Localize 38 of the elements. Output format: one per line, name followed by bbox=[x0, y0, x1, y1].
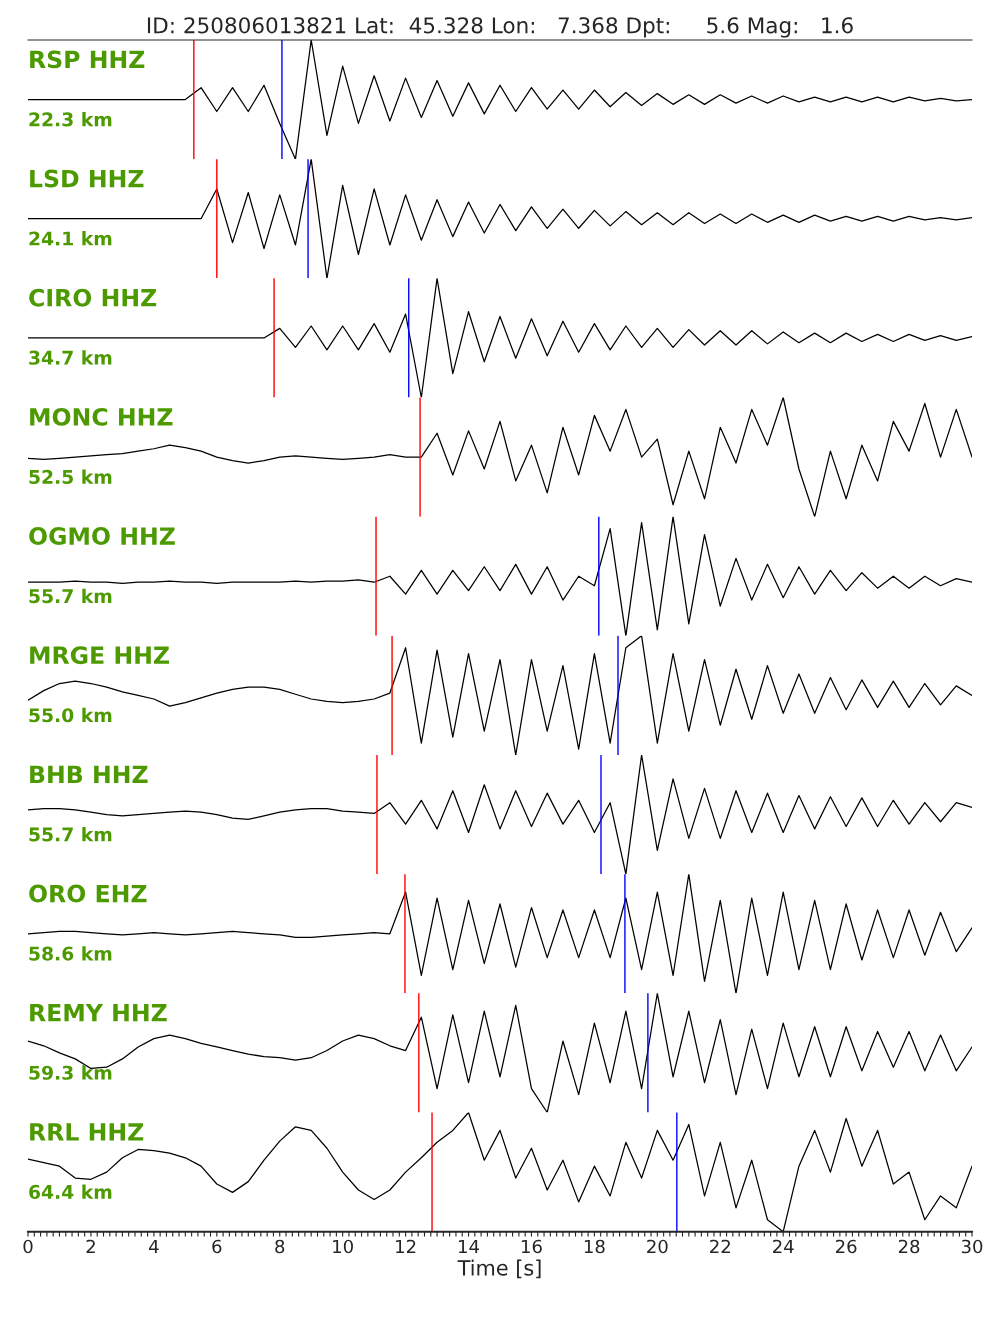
text: 22.3 km bbox=[29, 111, 112, 127]
text: 58.6 km bbox=[29, 946, 112, 961]
chart-title: RRL HHZ bbox=[30, 1123, 144, 1141]
text: 64.4 km bbox=[29, 1184, 112, 1199]
chart-title: BHB HHZ bbox=[30, 765, 148, 783]
x-tick-label: 22 bbox=[710, 1239, 730, 1254]
chart-title: OGMO HHZ bbox=[29, 527, 175, 545]
x-tick-label: 8 bbox=[275, 1239, 285, 1254]
x-tick-label: 24 bbox=[773, 1239, 794, 1254]
chart-title: LSD HHZ bbox=[30, 169, 144, 188]
text: 34.7 km bbox=[29, 350, 112, 365]
chart-title: MRGE HHZ bbox=[30, 646, 169, 665]
chart-title: REMY HHZ bbox=[30, 1004, 167, 1022]
x-tick-label: 30 bbox=[961, 1239, 983, 1254]
x-tick-label: 0 bbox=[23, 1239, 33, 1254]
chart-title: RSP HHZ bbox=[30, 50, 145, 69]
x-tick-label: 12 bbox=[396, 1239, 416, 1254]
x-tick-label: 28 bbox=[898, 1239, 920, 1254]
x-tick-label: 14 bbox=[459, 1239, 480, 1254]
text: ID: 250806013821 Lat: 45.328 Lon: 7.368 Dpt: 5.6 Mag: 1.6 bbox=[147, 17, 853, 38]
text: 55.7 km bbox=[29, 588, 112, 604]
x-tick-label: 26 bbox=[835, 1239, 857, 1254]
x-tick-label: 18 bbox=[584, 1239, 605, 1254]
x-tick-label: 20 bbox=[647, 1239, 668, 1254]
x-tick-label: 16 bbox=[521, 1239, 542, 1254]
x-axis-title: Time [s] bbox=[457, 1259, 541, 1279]
text: 52.5 km bbox=[29, 469, 112, 484]
x-tick-label: 4 bbox=[149, 1239, 159, 1254]
x-tick-label: 6 bbox=[212, 1239, 222, 1254]
x-tick-label: 2 bbox=[86, 1239, 95, 1254]
chart-title: CIRO HHZ bbox=[29, 288, 157, 307]
text: 24.1 km bbox=[29, 231, 112, 246]
text: 55.7 km bbox=[29, 826, 112, 842]
chart-title: MONC HHZ bbox=[30, 407, 173, 426]
x-tick-label: 10 bbox=[333, 1239, 353, 1254]
text: 59.3 km bbox=[29, 1065, 112, 1080]
text: 55.0 km bbox=[29, 707, 112, 723]
chart-title: ORO EHZ bbox=[29, 884, 147, 903]
